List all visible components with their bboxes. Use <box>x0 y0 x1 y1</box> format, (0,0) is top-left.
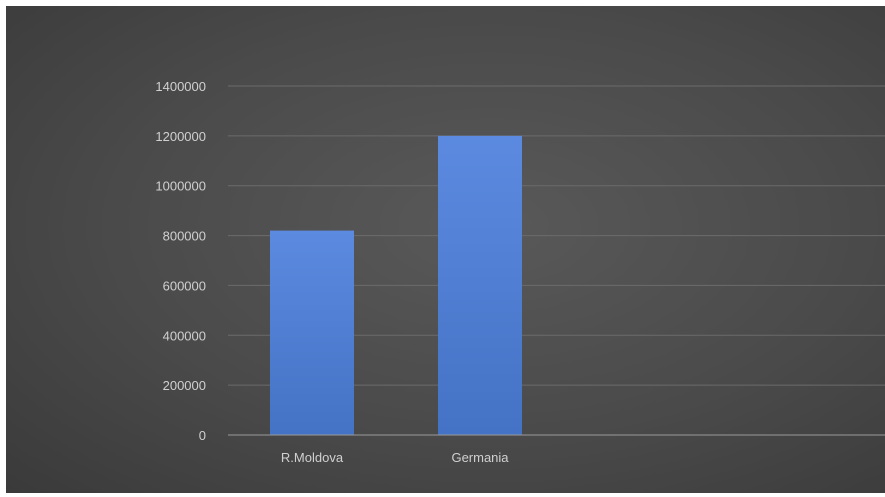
bar-chart: 0 200000 400000 600000 800000 1000000 1200000 1… <box>155 79 885 465</box>
chart-area: 0 200000 400000 600000 800000 1000000 1200000 1… <box>6 6 885 493</box>
bars <box>270 135 522 435</box>
bar-r-moldova <box>270 230 354 435</box>
y-tick-label: 1400000 <box>155 79 206 94</box>
y-tick-label: 800000 <box>163 229 206 244</box>
y-tick-label: 1000000 <box>155 179 206 194</box>
x-tick-label: Germania <box>451 450 509 465</box>
bar-germania <box>438 135 522 435</box>
x-tick-label: R.Moldova <box>281 450 344 465</box>
y-tick-label: 0 <box>199 428 206 443</box>
y-axis-tick-labels: 0 200000 400000 600000 800000 1000000 1200000 1… <box>155 79 206 443</box>
x-axis-tick-labels: R.Moldova Germania <box>281 450 509 465</box>
y-tick-label: 1200000 <box>155 129 206 144</box>
y-tick-label: 200000 <box>163 378 206 393</box>
y-tick-label: 600000 <box>163 278 206 293</box>
y-tick-label: 400000 <box>163 328 206 343</box>
